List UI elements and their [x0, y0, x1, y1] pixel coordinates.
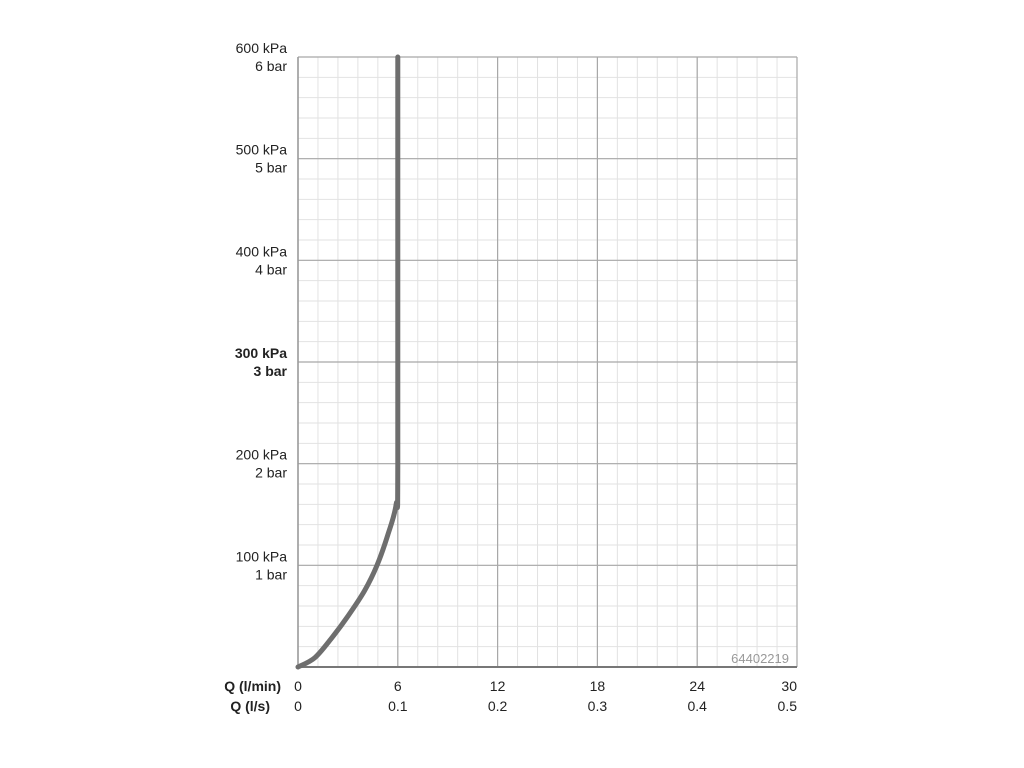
y-tick-label-kpa: 600 kPa [236, 40, 288, 56]
y-axis-labels: 100 kPa 1 bar 200 kPa 2 bar 300 kPa 3 bar 400 … [235, 40, 288, 582]
series-line-0 [295, 54, 401, 670]
x-axis-title-lmin: Q (l/min) [224, 678, 281, 694]
x-tick-label: 30 [781, 678, 797, 694]
x-tick-label: 12 [490, 678, 506, 694]
x-tick-label: 0 [294, 678, 302, 694]
x-tick-label: 24 [689, 678, 705, 694]
y-tick-label-bar: 1 bar [255, 566, 287, 582]
y-tick-label-bar: 2 bar [255, 465, 287, 481]
x-tick-label: 0.5 [778, 698, 798, 714]
x-axis-title-ls: Q (l/s) [230, 698, 270, 714]
y-tick-label-kpa: 500 kPa [236, 142, 288, 158]
y-tick-label-bar: 4 bar [255, 261, 287, 277]
x-tick-label: 0 [294, 698, 302, 714]
y-tick-label-kpa: 100 kPa [236, 548, 288, 564]
y-tick-label-kpa: 300 kPa [235, 345, 287, 361]
x-tick-label: 0.1 [388, 698, 408, 714]
series-layer [295, 54, 401, 670]
x-tick-label: 0.3 [588, 698, 608, 714]
y-tick-label-bar: 3 bar [254, 363, 288, 379]
y-tick-label-kpa: 400 kPa [236, 243, 288, 259]
y-tick-label-bar: 6 bar [255, 58, 287, 74]
y-tick-label-kpa: 200 kPa [236, 447, 288, 463]
x-tick-label: 6 [394, 678, 402, 694]
x-tick-label: 0.4 [687, 698, 707, 714]
x-tick-label: 0.2 [488, 698, 508, 714]
x-tick-label: 18 [590, 678, 606, 694]
x-axis-labels: Q (l/min) Q (l/s) 0 6 12 18 24 30 0 0.1 0.2 0.3 0.… [224, 678, 797, 714]
y-tick-label-bar: 5 bar [255, 160, 287, 176]
chart-code-annotation: 64402219 [731, 651, 789, 666]
grid [297, 56, 798, 668]
